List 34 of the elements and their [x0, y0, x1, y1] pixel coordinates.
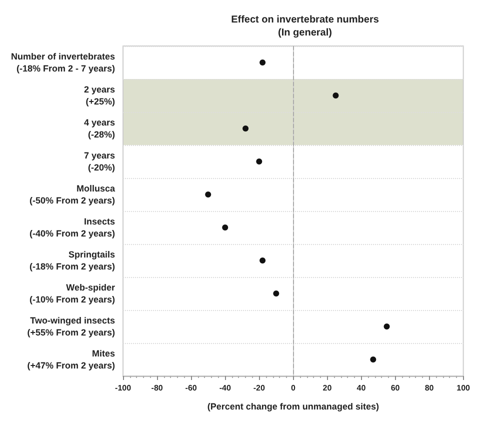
x-tick-label: 0 [290, 384, 296, 392]
y-tick-label: Number of invertebrates (-18% From 2 - 7 years) [10, 52, 116, 74]
x-tick-label: 40 [356, 384, 366, 392]
y-tick-label: 4 years (-28%) [84, 118, 116, 140]
chart-subtitle: (In general) [278, 28, 332, 38]
point [222, 224, 228, 230]
x-tick-label: -20 [253, 384, 266, 392]
y-tick-label: Mites (+47% From 2 years) [27, 348, 116, 370]
point [384, 324, 390, 330]
y-tick-label: Two-winged insects (+55% From 2 years) [27, 316, 116, 338]
point [260, 60, 266, 66]
y-tick-label: Web-spider (-10% From 2 years) [29, 282, 116, 304]
x-tick-label: -60 [185, 384, 198, 392]
point [273, 290, 280, 296]
y-tick-label: 7 years (-20%) [84, 150, 116, 172]
x-tick-label: -80 [151, 384, 164, 392]
x-tick-label: 100 [456, 384, 471, 392]
x-tick-label: -100 [115, 384, 132, 392]
x-tick-label: 20 [322, 384, 332, 392]
chart-title: Effect on invertebrate numbers [231, 14, 380, 26]
point [370, 356, 376, 362]
x-tick-label: 60 [390, 384, 400, 392]
point [332, 92, 339, 98]
point [205, 192, 212, 198]
point [260, 258, 266, 264]
y-tick-label: Mollusca (-50% From 2 years) [29, 184, 116, 206]
point [242, 126, 249, 132]
y-tick-label: 2 years (+25%) [84, 84, 116, 106]
x-tick-label: 80 [424, 384, 434, 392]
y-tick-label: Springtails (-18% From 2 years) [29, 250, 116, 272]
point [256, 158, 262, 164]
x-axis-title: (Percent change from unmanaged sites) [207, 402, 379, 412]
x-tick-label: -40 [219, 384, 232, 392]
y-tick-label: Insects (-40% From 2 years) [29, 216, 116, 238]
